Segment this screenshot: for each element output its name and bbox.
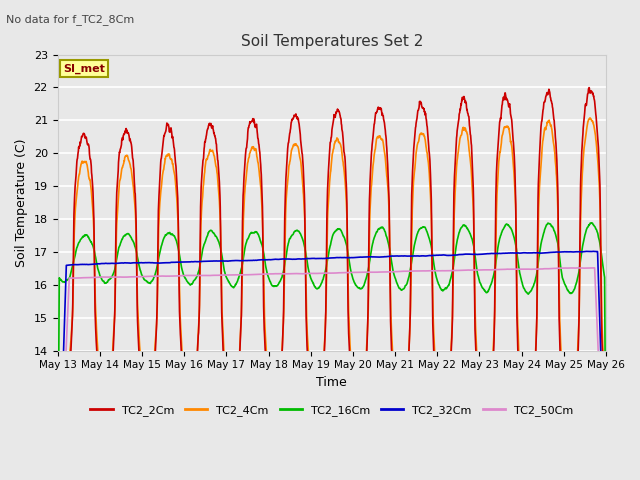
TC2_16Cm [226, 280, 234, 286]
TC2_16Cm [233, 279, 241, 285]
TC2_32Cm [598, 370, 605, 376]
TC2_32Cm [589, 249, 596, 254]
TC2_2Cm [217, 251, 225, 256]
TC2_4Cm [598, 289, 605, 295]
Line: TC2_32Cm: TC2_32Cm [58, 252, 606, 480]
TC2_16Cm [217, 247, 225, 252]
Text: No data for f_TC2_8Cm: No data for f_TC2_8Cm [6, 14, 134, 25]
Title: Soil Temperatures Set 2: Soil Temperatures Set 2 [241, 34, 423, 49]
Line: TC2_2Cm: TC2_2Cm [58, 87, 606, 480]
TC2_50Cm [591, 265, 598, 271]
TC2_16Cm [588, 220, 595, 226]
TC2_2Cm [585, 84, 593, 90]
Y-axis label: Soil Temperature (C): Soil Temperature (C) [15, 138, 28, 267]
TC2_4Cm [522, 431, 529, 436]
X-axis label: Time: Time [316, 376, 347, 389]
TC2_50Cm [340, 270, 348, 276]
TC2_16Cm [340, 234, 348, 240]
Legend: TC2_2Cm, TC2_4Cm, TC2_16Cm, TC2_32Cm, TC2_50Cm: TC2_2Cm, TC2_4Cm, TC2_16Cm, TC2_32Cm, TC… [86, 401, 577, 420]
TC2_2Cm [340, 149, 348, 155]
Line: TC2_50Cm: TC2_50Cm [58, 268, 606, 480]
TC2_2Cm [226, 422, 234, 428]
TC2_2Cm [598, 314, 605, 320]
Line: TC2_4Cm: TC2_4Cm [58, 118, 606, 480]
TC2_50Cm [522, 266, 529, 272]
TC2_2Cm [522, 449, 529, 455]
TC2_4Cm [226, 399, 234, 405]
TC2_32Cm [340, 255, 348, 261]
TC2_32Cm [226, 258, 234, 264]
TC2_32Cm [217, 258, 225, 264]
TC2_50Cm [226, 272, 234, 278]
TC2_50Cm [233, 272, 241, 278]
Line: TC2_16Cm: TC2_16Cm [58, 223, 606, 480]
TC2_2Cm [233, 396, 241, 401]
TC2_4Cm [586, 115, 594, 121]
TC2_50Cm [217, 272, 225, 278]
TC2_32Cm [522, 250, 529, 256]
TC2_4Cm [217, 243, 225, 249]
TC2_50Cm [598, 421, 605, 427]
TC2_4Cm [233, 380, 241, 386]
TC2_32Cm [233, 258, 241, 264]
TC2_16Cm [598, 252, 605, 257]
TC2_4Cm [340, 167, 348, 172]
TC2_16Cm [522, 289, 529, 295]
Text: SI_met: SI_met [63, 63, 105, 74]
